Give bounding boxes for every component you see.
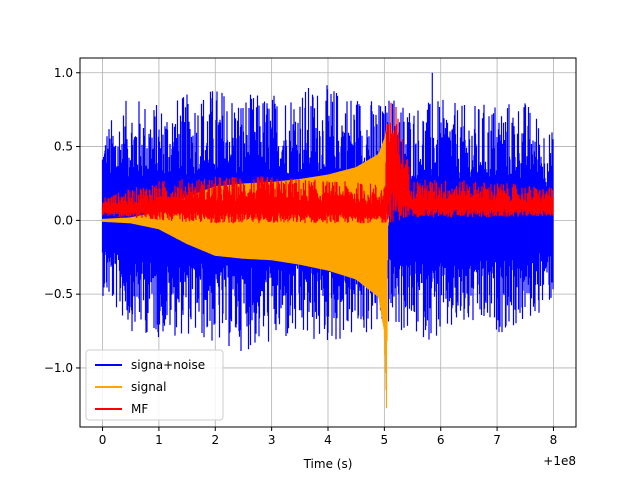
y-tick-label: −0.5 [44,287,73,301]
y-tick-label: 0.0 [54,213,73,227]
y-tick-label: −1.0 [44,361,73,375]
x-axis-label: Time (s) [303,457,353,471]
x-tick-label: 7 [493,433,501,447]
legend-label-signal: signal [131,380,167,394]
axis-ticks: 0 1 2 3 4 5 6 7 8 −1.0 −0.5 0.0 0.5 1.0 [44,66,557,447]
legend-label-mf: MF [131,402,148,416]
x-tick-label: 6 [437,433,445,447]
x-tick-label: 8 [550,433,558,447]
x-tick-label: 1 [155,433,163,447]
x-tick-label: 4 [324,433,332,447]
x-tick-label: 0 [99,433,107,447]
plot-area [101,72,554,409]
legend-label-signal-noise: signa+noise [131,358,205,372]
y-tick-label: 1.0 [54,66,73,80]
x-tick-label: 5 [381,433,389,447]
legend-box [85,349,224,421]
x-axis-offset-label: +1e8 [543,454,576,468]
y-tick-label: 0.5 [54,140,73,154]
x-tick-label: 2 [211,433,219,447]
legend: signa+noise signal MF [85,349,224,421]
series-mf [101,102,554,224]
x-tick-label: 3 [268,433,276,447]
